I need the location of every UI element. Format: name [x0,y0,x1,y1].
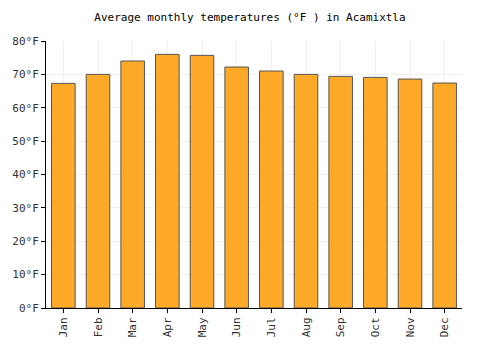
svg-text:Nov: Nov [404,317,417,337]
svg-text:Aug: Aug [300,317,313,337]
svg-text:Feb: Feb [92,317,105,337]
svg-text:50°F: 50°F [12,135,39,148]
svg-text:Dec: Dec [438,317,451,337]
svg-text:May: May [196,317,209,337]
svg-text:70°F: 70°F [12,68,39,81]
svg-text:Apr: Apr [161,317,174,337]
svg-text:Mar: Mar [126,317,139,337]
svg-text:Oct: Oct [369,317,382,337]
svg-text:Jun: Jun [230,317,243,337]
svg-text:60°F: 60°F [12,102,39,115]
svg-text:10°F: 10°F [12,268,39,281]
svg-text:30°F: 30°F [12,202,39,215]
svg-text:40°F: 40°F [12,168,39,181]
svg-text:Jan: Jan [57,317,70,337]
svg-text:20°F: 20°F [12,235,39,248]
svg-text:0°F: 0°F [19,302,39,315]
svg-text:Sep: Sep [334,317,347,337]
svg-text:80°F: 80°F [12,35,39,48]
svg-text:Jul: Jul [265,317,278,337]
svg-text:Average monthly temperatures (: Average monthly temperatures (°F ) in Ac… [94,11,405,24]
